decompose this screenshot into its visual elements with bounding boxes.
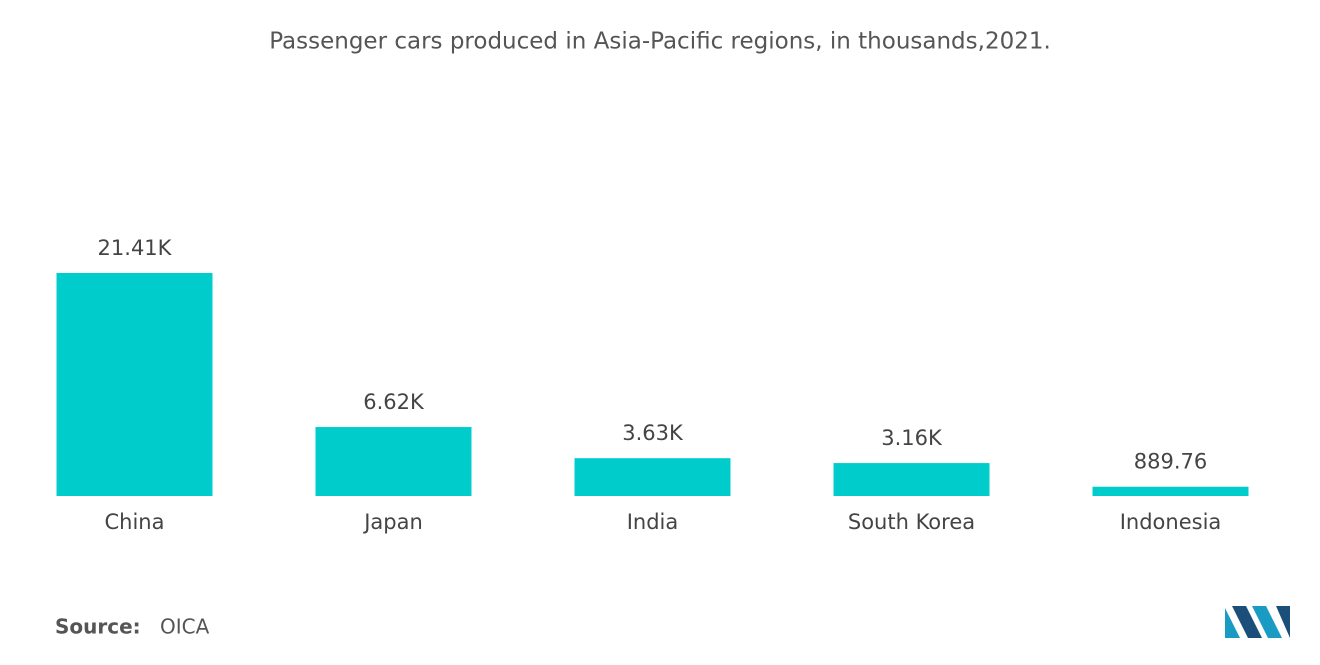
bar [56,273,213,496]
x-tick-label: India [627,510,679,534]
bar [315,427,472,496]
chart-title: Passenger cars produced in Asia-Pacific … [269,29,1051,55]
value-label: 6.62K [363,390,425,414]
x-tick-label: China [105,510,165,534]
source-label: Source: [55,615,141,639]
value-label: 21.41K [98,236,173,260]
x-tick-label: Indonesia [1120,510,1222,534]
logo [1225,606,1290,638]
bar [574,458,731,496]
x-tick-label: Japan [362,510,423,534]
value-label: 889.76 [1134,450,1207,474]
value-label: 3.16K [881,426,943,450]
bar [1092,486,1249,496]
bar [833,463,990,496]
x-tick-label: South Korea [848,510,975,534]
value-label: 3.63K [622,421,684,445]
source: OICA [160,615,210,639]
